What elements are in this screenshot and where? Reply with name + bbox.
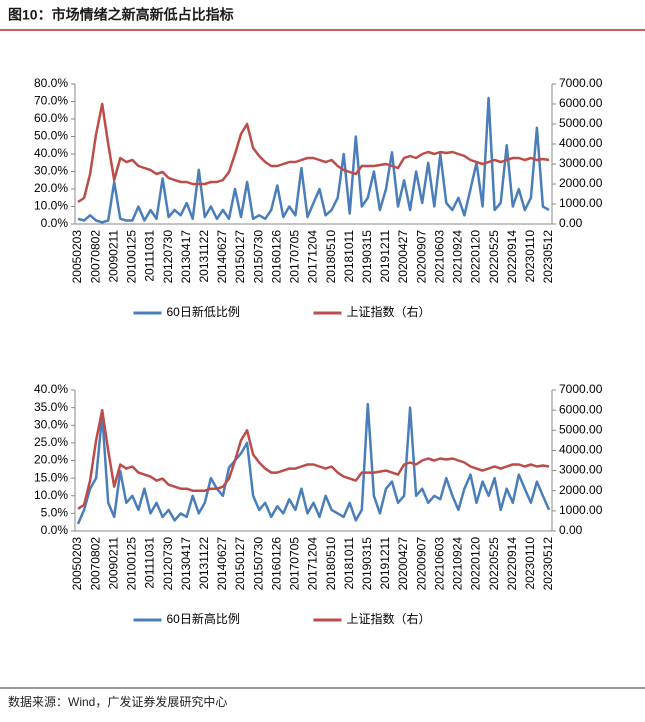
y2-tick-label: 6000.00: [559, 96, 603, 110]
series-line: [77, 96, 550, 224]
x-tick-label: 20200907: [414, 537, 428, 591]
x-tick-label: 20160126: [269, 230, 283, 284]
x-tick-label: 20230512: [541, 537, 555, 591]
y-tick-label: 20.0%: [34, 453, 68, 467]
x-tick-label: 20210924: [451, 537, 465, 591]
y-tick-label: 35.0%: [34, 400, 68, 414]
x-tick-label: 20131122: [197, 230, 211, 283]
x-tick-label: 20220120: [469, 230, 483, 284]
y2-tick-label: 7000.00: [559, 76, 603, 90]
x-tick-label: 20050203: [70, 230, 84, 284]
y2-tick-label: 3000.00: [559, 463, 603, 477]
x-tick-label: 20210924: [451, 230, 465, 284]
y-tick-label: 70.0%: [34, 94, 68, 108]
x-tick-label: 20050203: [70, 537, 84, 591]
x-tick-label: 20100125: [125, 537, 139, 591]
x-tick-label: 20100125: [125, 230, 139, 284]
y-tick-label: 40.0%: [34, 146, 68, 160]
y-tick-label: 50.0%: [34, 129, 68, 143]
y2-tick-label: 7000.00: [559, 382, 603, 396]
x-tick-label: 20180510: [324, 537, 338, 591]
x-tick-label: 20210603: [432, 537, 446, 591]
x-tick-label: 20150127: [233, 537, 247, 591]
y2-tick-label: 6000.00: [559, 402, 603, 416]
y2-tick-label: 2000.00: [559, 483, 603, 497]
x-tick-label: 20200907: [414, 230, 428, 284]
y-tick-label: 10.0%: [34, 199, 68, 213]
x-tick-label: 20120730: [161, 537, 175, 591]
x-tick-label: 20070802: [88, 537, 102, 591]
x-tick-label: 20230110: [523, 537, 537, 590]
y2-tick-label: 1000.00: [559, 196, 603, 210]
y-tick-label: 30.0%: [34, 417, 68, 431]
y-tick-label: 15.0%: [34, 470, 68, 484]
series-line: [76, 402, 551, 525]
y-tick-label: 0.0%: [41, 523, 69, 537]
legend-label: 上证指数（右）: [347, 304, 431, 319]
x-tick-label: 20111031: [143, 230, 157, 282]
y-tick-label: 40.0%: [34, 382, 68, 396]
x-tick-label: 20220914: [505, 230, 519, 284]
x-tick-label: 20130417: [179, 537, 193, 591]
x-tick-label: 20220914: [505, 537, 519, 591]
x-tick-label: 20180510: [324, 230, 338, 284]
x-tick-label: 20090211: [106, 230, 120, 283]
source-note: 数据来源：Wind，广发证券发展研究中心: [8, 694, 227, 709]
x-tick-label: 20220120: [469, 537, 483, 591]
y2-tick-label: 0.00: [559, 216, 583, 230]
x-tick-label: 20170705: [288, 537, 302, 591]
x-tick-label: 20191211: [378, 230, 392, 283]
legend-label: 60日新高比例: [167, 611, 240, 626]
y-tick-label: 30.0%: [34, 164, 68, 178]
x-tick-label: 20230110: [523, 230, 537, 283]
x-tick-label: 20200427: [396, 537, 410, 591]
x-tick-label: 20140627: [215, 537, 229, 591]
x-tick-label: 20190315: [360, 537, 374, 591]
y2-tick-label: 5000.00: [559, 116, 603, 130]
x-tick-label: 20120730: [161, 230, 175, 284]
x-tick-label: 20111031: [143, 537, 157, 589]
y2-tick-label: 4000.00: [559, 136, 603, 150]
x-tick-label: 20150730: [251, 537, 265, 591]
x-tick-label: 20070802: [88, 230, 102, 284]
x-tick-label: 20181011: [342, 537, 356, 590]
y2-tick-label: 2000.00: [559, 176, 603, 190]
x-tick-label: 20200427: [396, 230, 410, 284]
y-tick-label: 60.0%: [34, 111, 68, 125]
series-line: [77, 408, 550, 510]
y2-tick-label: 1000.00: [559, 503, 603, 517]
x-tick-label: 20140627: [215, 230, 229, 284]
x-tick-label: 20191211: [378, 537, 392, 590]
figure-title: 图10：市场情绪之新高新低占比指标: [8, 7, 234, 23]
y2-tick-label: 5000.00: [559, 422, 603, 436]
x-tick-label: 20220525: [487, 230, 501, 284]
x-tick-label: 20130417: [179, 230, 193, 284]
x-tick-label: 20190315: [360, 230, 374, 284]
x-tick-label: 20170705: [288, 230, 302, 284]
x-tick-label: 20160126: [269, 537, 283, 591]
x-tick-label: 20131122: [197, 537, 211, 590]
series-line: [77, 102, 550, 204]
x-tick-label: 20150730: [251, 230, 265, 284]
x-tick-label: 20090211: [106, 537, 120, 590]
x-tick-label: 20210603: [432, 230, 446, 284]
x-tick-label: 20150127: [233, 230, 247, 284]
x-tick-label: 20220525: [487, 537, 501, 591]
y-tick-label: 80.0%: [34, 76, 68, 90]
x-tick-label: 20230512: [541, 230, 555, 284]
y-tick-label: 5.0%: [41, 506, 69, 520]
y2-tick-label: 4000.00: [559, 443, 603, 457]
y-tick-label: 0.0%: [41, 216, 69, 230]
y2-tick-label: 3000.00: [559, 156, 603, 170]
legend-label: 60日新低比例: [167, 304, 240, 319]
y-tick-label: 20.0%: [34, 181, 68, 195]
x-tick-label: 20171204: [306, 537, 320, 591]
y-tick-label: 25.0%: [34, 435, 68, 449]
y-tick-label: 10.0%: [34, 488, 68, 502]
x-tick-label: 20171204: [306, 230, 320, 284]
y2-tick-label: 0.00: [559, 523, 583, 537]
legend-label: 上证指数（右）: [347, 611, 431, 626]
x-tick-label: 20181011: [342, 230, 356, 283]
